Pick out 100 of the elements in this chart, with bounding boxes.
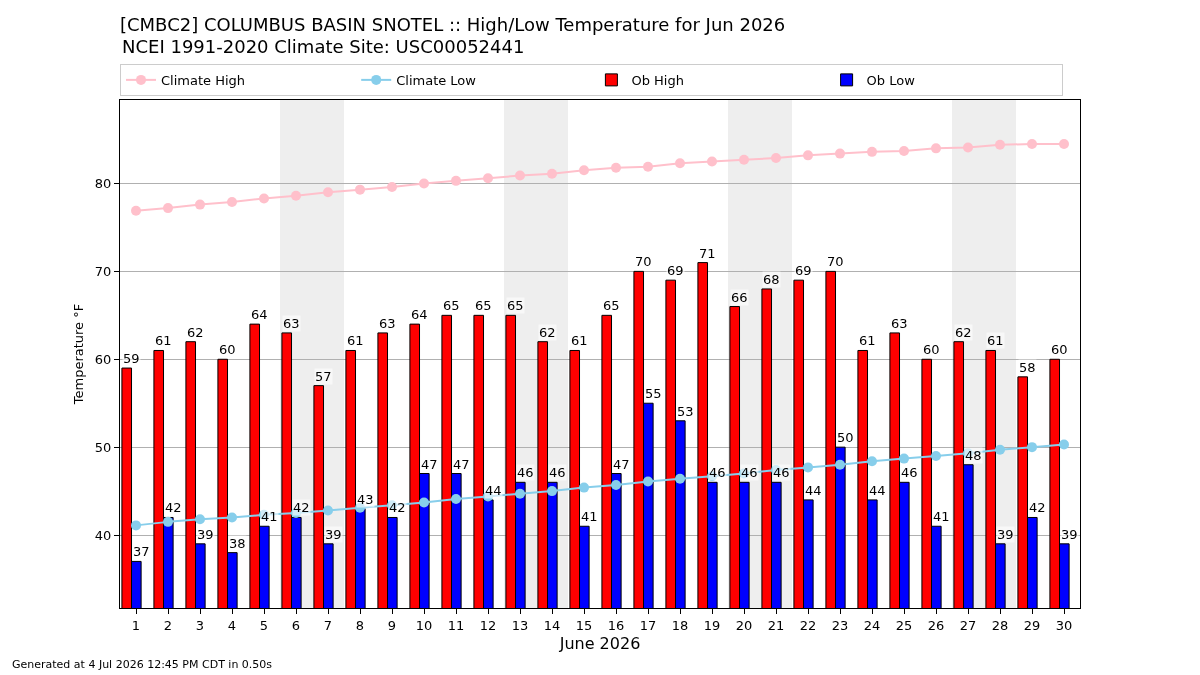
y-tick-label: 80	[94, 176, 112, 192]
point	[867, 456, 877, 467]
data-label: 42	[1029, 500, 1046, 515]
data-label: 46	[709, 465, 726, 480]
point	[227, 196, 237, 207]
point	[611, 479, 621, 490]
legend-label: Climate Low	[396, 72, 477, 88]
data-label: 64	[411, 307, 428, 322]
point	[931, 450, 941, 461]
point	[675, 473, 685, 484]
x-tick-label: 8	[355, 617, 365, 633]
x-tick-label: 5	[259, 617, 269, 633]
data-label: 69	[795, 263, 812, 278]
x-tick-label: 20	[735, 617, 753, 633]
point	[355, 184, 365, 195]
point	[835, 459, 845, 470]
data-label: 53	[677, 404, 694, 419]
data-label: 65	[603, 298, 620, 313]
data-label: 46	[549, 465, 566, 480]
x-tick-label: 11	[447, 617, 465, 633]
data-label: 61	[155, 333, 172, 348]
data-label: 58	[1019, 360, 1036, 375]
point	[643, 161, 653, 172]
x-tick-label: 7	[323, 617, 333, 633]
point	[579, 165, 589, 176]
data-label: 69	[667, 263, 684, 278]
point	[547, 168, 557, 179]
x-tick-label: 10	[415, 617, 433, 633]
x-tick-label: 3	[195, 617, 205, 633]
data-label: 64	[251, 307, 268, 322]
data-label: 59	[123, 351, 140, 366]
point	[451, 175, 461, 186]
x-tick-label: 22	[799, 617, 817, 633]
point	[803, 462, 813, 473]
point	[739, 154, 749, 165]
point	[899, 145, 909, 156]
point	[579, 482, 589, 493]
y-tick-label: 40	[94, 527, 112, 543]
data-label: 61	[987, 333, 1004, 348]
x-tick-label: 17	[639, 617, 657, 633]
point	[611, 162, 621, 173]
data-label: 47	[421, 457, 438, 472]
data-label: 55	[645, 386, 662, 401]
y-tick-label: 60	[94, 351, 112, 367]
point	[291, 190, 301, 201]
x-tick-label: 6	[291, 617, 301, 633]
point	[483, 173, 493, 184]
point	[387, 182, 397, 193]
data-label: 42	[389, 500, 406, 515]
x-tick-label: 28	[991, 617, 1009, 633]
point	[227, 512, 237, 523]
point	[515, 488, 525, 499]
point	[835, 148, 845, 159]
point	[1059, 138, 1069, 149]
x-tick-label: 26	[927, 617, 945, 633]
data-label: 61	[347, 333, 364, 348]
data-label: 46	[517, 465, 534, 480]
point	[1059, 439, 1069, 450]
point	[419, 497, 429, 508]
point	[995, 139, 1005, 150]
point	[259, 193, 269, 204]
data-label: 47	[613, 457, 630, 472]
data-label: 70	[827, 254, 844, 269]
x-tick-label: 29	[1023, 617, 1041, 633]
data-label: 44	[805, 483, 822, 498]
data-label: 62	[955, 325, 972, 340]
data-label: 63	[283, 316, 300, 331]
y-tick-label: 50	[94, 439, 112, 455]
point	[899, 453, 909, 464]
x-tick-label: 15	[575, 617, 593, 633]
point	[1027, 138, 1037, 149]
data-label: 63	[891, 316, 908, 331]
point	[1027, 442, 1037, 453]
x-tick-label: 25	[895, 617, 913, 633]
legend-label: Ob Low	[866, 72, 916, 88]
point	[323, 187, 333, 198]
data-label: 71	[699, 246, 716, 261]
point	[867, 146, 877, 157]
data-label: 65	[443, 298, 460, 313]
data-label: 66	[731, 290, 748, 305]
data-label: 62	[187, 325, 204, 340]
x-tick-label: 9	[387, 617, 397, 633]
point	[163, 203, 173, 214]
point	[643, 476, 653, 487]
x-tick-label: 4	[227, 617, 237, 633]
y-axis-title: Temperature °F	[70, 303, 86, 406]
data-label: 48	[965, 448, 982, 463]
data-label: 60	[1051, 342, 1068, 357]
point	[419, 178, 429, 189]
point	[803, 150, 813, 161]
x-tick-label: 2	[163, 617, 173, 633]
data-label: 46	[741, 465, 758, 480]
data-label: 39	[997, 527, 1014, 542]
data-label: 70	[635, 254, 652, 269]
point	[995, 444, 1005, 455]
point	[163, 516, 173, 527]
data-label: 41	[261, 509, 278, 524]
point	[515, 170, 525, 181]
x-tick-label: 30	[1055, 617, 1073, 633]
data-label: 46	[901, 465, 918, 480]
